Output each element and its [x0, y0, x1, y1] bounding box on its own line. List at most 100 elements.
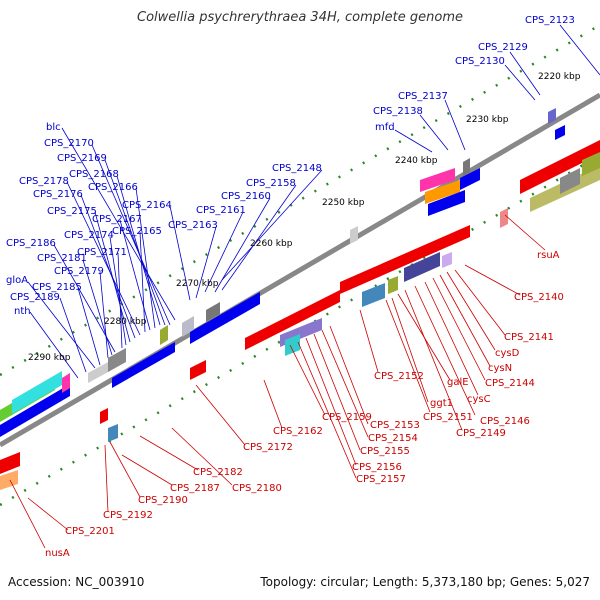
- feature-block[interactable]: [350, 226, 358, 244]
- feature-block[interactable]: [0, 384, 70, 437]
- feature-block[interactable]: [340, 225, 470, 294]
- gene-label[interactable]: CPS_2179: [54, 266, 104, 277]
- gene-label[interactable]: CPS_2137: [398, 91, 448, 102]
- gene-label[interactable]: CPS_2144: [485, 378, 535, 389]
- gene-label[interactable]: CPS_2146: [480, 416, 530, 427]
- gene-label[interactable]: CPS_2151: [423, 412, 473, 423]
- leader-line: [454, 269, 506, 336]
- gene-label[interactable]: blc: [46, 122, 61, 133]
- gene-label[interactable]: CPS_2171: [77, 247, 127, 258]
- gene-label[interactable]: CPS_2172: [243, 442, 293, 453]
- feature-block[interactable]: [428, 190, 465, 216]
- gene-label[interactable]: nusA: [45, 548, 70, 559]
- gene-label[interactable]: CPS_2130: [455, 56, 505, 67]
- gene-label[interactable]: cysD: [495, 348, 520, 359]
- gene-label[interactable]: rsuA: [537, 250, 560, 261]
- gene-label[interactable]: nth: [14, 306, 31, 317]
- feature-block[interactable]: [420, 168, 455, 192]
- feature-block[interactable]: [555, 125, 565, 140]
- gene-label[interactable]: CPS_2141: [504, 332, 554, 343]
- gene-label[interactable]: CPS_2182: [193, 467, 243, 478]
- feature-block[interactable]: [190, 292, 260, 344]
- gene-label[interactable]: CPS_2168: [69, 169, 119, 180]
- feature-block[interactable]: [12, 371, 62, 414]
- gene-label[interactable]: CPS_2165: [112, 226, 162, 237]
- feature-block[interactable]: [190, 360, 206, 380]
- gene-label[interactable]: CPS_2160: [221, 191, 271, 202]
- leader-line: [464, 264, 521, 296]
- leader-line: [80, 194, 136, 339]
- feature-block[interactable]: [520, 140, 600, 194]
- gene-label[interactable]: CPS_2152: [374, 371, 424, 382]
- feature-block[interactable]: [285, 334, 300, 356]
- feature-block[interactable]: [0, 452, 20, 474]
- feature-block[interactable]: [404, 252, 440, 282]
- gene-label[interactable]: CPS_2140: [514, 292, 564, 303]
- feature-block[interactable]: [388, 276, 398, 294]
- gene-label[interactable]: CPS_2148: [272, 163, 322, 174]
- gene-label[interactable]: CPS_2187: [170, 483, 220, 494]
- feature-block[interactable]: [245, 290, 340, 350]
- feature-block[interactable]: [548, 108, 556, 124]
- gene-label[interactable]: CPS_2189: [10, 292, 60, 303]
- gene-label[interactable]: CPS_2170: [44, 138, 94, 149]
- ruler-label: 2290 kbp: [28, 353, 71, 363]
- feature-block[interactable]: [0, 470, 18, 490]
- feature-block[interactable]: [100, 408, 108, 424]
- gene-label[interactable]: CPS_2166: [88, 182, 138, 193]
- feature-block[interactable]: [362, 283, 385, 307]
- feature-block[interactable]: [582, 152, 600, 176]
- leader-line: [9, 479, 46, 549]
- gene-label[interactable]: CPS_2180: [232, 483, 282, 494]
- gene-label[interactable]: CPS_2154: [368, 433, 418, 444]
- gene-label[interactable]: CPS_2190: [138, 495, 188, 506]
- feature-block[interactable]: [560, 168, 580, 194]
- gene-label[interactable]: CPS_2174: [64, 230, 114, 241]
- feature-block[interactable]: [425, 180, 460, 204]
- feature-block[interactable]: [463, 158, 470, 176]
- gene-label[interactable]: CPS_2164: [122, 200, 172, 211]
- gene-label[interactable]: CPS_2156: [352, 462, 402, 473]
- feature-block[interactable]: [112, 342, 175, 388]
- gene-label[interactable]: CPS_2201: [65, 526, 115, 537]
- gene-label[interactable]: CPS_2153: [370, 420, 420, 431]
- gene-label[interactable]: gloA: [6, 275, 28, 286]
- gene-label[interactable]: CPS_2162: [273, 426, 323, 437]
- gene-label[interactable]: CPS_2161: [196, 205, 246, 216]
- feature-block[interactable]: [160, 325, 168, 345]
- leader-line: [27, 497, 69, 531]
- gene-label[interactable]: CPS_2123: [525, 15, 575, 26]
- gene-label[interactable]: CPS_2157: [356, 474, 406, 485]
- gene-label[interactable]: CPS_2185: [32, 282, 82, 293]
- gene-label[interactable]: CPS_2158: [246, 178, 296, 189]
- gene-label[interactable]: CPS_2192: [103, 510, 153, 521]
- feature-block[interactable]: [62, 373, 70, 393]
- gene-label[interactable]: CPS_2169: [57, 153, 107, 164]
- gene-label[interactable]: ggt1: [430, 398, 453, 409]
- gene-label[interactable]: CPS_2176: [33, 189, 83, 200]
- gene-label[interactable]: CPS_2149: [456, 428, 506, 439]
- gene-label[interactable]: mfd: [375, 122, 395, 133]
- gene-label[interactable]: CPS_2175: [47, 206, 97, 217]
- gene-label[interactable]: CPS_2129: [478, 42, 528, 53]
- gene-label[interactable]: CPS_2138: [373, 106, 423, 117]
- feature-block[interactable]: [88, 361, 110, 383]
- feature-block[interactable]: [500, 208, 508, 228]
- feature-block[interactable]: [206, 302, 220, 322]
- ruler-label: 2240 kbp: [395, 156, 438, 166]
- gene-label[interactable]: CPS_2155: [360, 446, 410, 457]
- feature-block[interactable]: [108, 424, 118, 442]
- gene-label[interactable]: CPS_2186: [6, 238, 56, 249]
- gene-label[interactable]: cysN: [488, 363, 512, 374]
- gene-label[interactable]: galE: [447, 377, 469, 388]
- gene-label[interactable]: CPS_2181: [37, 253, 87, 264]
- gene-label[interactable]: cysC: [467, 394, 491, 405]
- feature-block[interactable]: [460, 168, 480, 190]
- gene-label[interactable]: CPS_2178: [19, 176, 69, 187]
- feature-block[interactable]: [442, 252, 452, 268]
- feature-block[interactable]: [108, 348, 126, 372]
- gene-label[interactable]: CPS_2163: [168, 220, 218, 231]
- gene-label[interactable]: CPS_2167: [92, 214, 142, 225]
- leader-line: [171, 427, 233, 486]
- gene-label[interactable]: CPS_2159: [322, 412, 372, 423]
